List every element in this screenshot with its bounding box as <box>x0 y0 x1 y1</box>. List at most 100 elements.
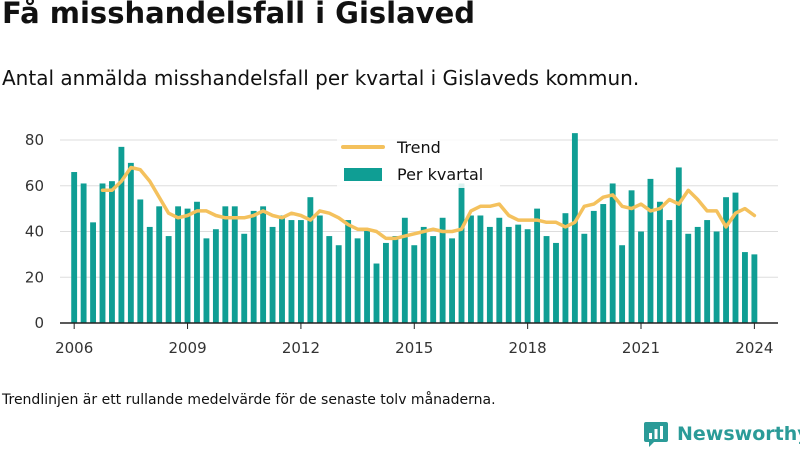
legend-label-bars: Per kvartal <box>397 165 483 184</box>
bar <box>222 206 229 323</box>
bar <box>732 192 739 323</box>
bar <box>241 233 248 323</box>
bar <box>137 199 144 323</box>
bar <box>80 183 87 323</box>
bar <box>260 206 267 323</box>
x-tick-label: 2024 <box>735 339 773 357</box>
bar <box>364 229 370 323</box>
bar <box>175 206 182 323</box>
bar <box>146 226 153 323</box>
bar <box>203 238 210 323</box>
bar <box>373 263 380 323</box>
bar <box>231 206 238 323</box>
bar <box>458 183 465 323</box>
bar <box>118 146 125 323</box>
bar <box>411 245 418 323</box>
trend-line <box>100 165 757 241</box>
bar <box>675 167 682 323</box>
bar <box>534 208 541 323</box>
bar <box>647 178 654 323</box>
bar <box>439 217 446 323</box>
bar <box>184 208 191 323</box>
brand-logo[interactable]: Newsworthy <box>643 419 800 449</box>
bar <box>524 229 531 323</box>
bar <box>345 220 352 323</box>
x-tick-label: 2009 <box>168 339 206 357</box>
bar <box>383 242 389 323</box>
bar <box>751 254 758 323</box>
bar <box>496 217 503 323</box>
bar <box>326 236 333 323</box>
bar <box>109 181 115 323</box>
bar <box>392 236 399 323</box>
bar <box>297 220 304 323</box>
x-tick-label: 2021 <box>622 339 660 357</box>
bar <box>288 220 295 323</box>
y-tick-label: 40 <box>25 223 44 241</box>
bar <box>430 236 437 323</box>
trend-series <box>100 165 757 241</box>
bar <box>628 190 635 323</box>
legend: Trend Per kvartal <box>337 136 500 188</box>
bar <box>505 226 512 323</box>
legend-swatch-bars <box>344 168 382 181</box>
bar <box>279 215 285 323</box>
x-tick-label: 2006 <box>55 339 93 357</box>
x-tick-label: 2015 <box>395 339 433 357</box>
brand-name: Newsworthy <box>677 423 800 445</box>
bar <box>420 226 427 323</box>
bar <box>656 201 663 323</box>
bar <box>553 242 559 323</box>
bar <box>468 215 474 323</box>
y-tick-label: 80 <box>25 131 44 149</box>
newsworthy-chart-logo-icon <box>644 422 668 447</box>
bar <box>90 222 96 323</box>
bar <box>571 133 578 323</box>
bar <box>562 213 569 323</box>
y-tick-label: 60 <box>25 177 44 195</box>
bar <box>486 226 493 323</box>
chart-title: Få misshandelsfall i Gislaved <box>2 0 475 30</box>
bar <box>713 231 720 323</box>
bar <box>165 236 172 323</box>
bar <box>316 215 323 323</box>
bar <box>666 220 673 323</box>
bar <box>685 233 692 323</box>
chart-area: Trend Per kvartal 0 20 40 60 80 2006 2009 2012 20… <box>25 131 778 357</box>
bar <box>600 204 607 323</box>
bar <box>638 231 644 323</box>
x-tick-label: 2012 <box>282 339 320 357</box>
bar <box>742 252 748 323</box>
bar <box>99 183 106 323</box>
bar <box>194 201 200 323</box>
bar <box>269 226 276 323</box>
legend-label-trend: Trend <box>396 138 441 157</box>
bar <box>307 197 314 323</box>
bar <box>515 224 522 323</box>
bar <box>401 217 408 323</box>
y-tick-label: 0 <box>34 314 44 332</box>
bar <box>449 238 455 323</box>
bar <box>250 210 257 323</box>
bar <box>609 183 616 323</box>
bar <box>335 245 342 323</box>
bar <box>543 236 550 323</box>
bar <box>212 229 219 323</box>
bar <box>354 238 361 323</box>
axes: 0 20 40 60 80 2006 2009 2012 2015 2018 2021 2024 <box>25 131 778 357</box>
bar <box>694 226 701 323</box>
y-tick-label: 20 <box>25 268 44 286</box>
bar <box>581 233 588 323</box>
bar <box>723 197 729 323</box>
bar <box>590 210 597 323</box>
bar <box>127 162 134 323</box>
x-tick-label: 2018 <box>509 339 547 357</box>
footnote: Trendlinjen är ett rullande medelvärde f… <box>2 392 496 408</box>
bar <box>71 172 78 323</box>
bar <box>156 206 163 323</box>
bar <box>477 215 484 323</box>
bar <box>704 220 711 323</box>
chart-subtitle: Antal anmälda misshandelsfall per kvarta… <box>2 66 640 90</box>
bar-series <box>71 133 758 323</box>
bar <box>619 245 626 323</box>
